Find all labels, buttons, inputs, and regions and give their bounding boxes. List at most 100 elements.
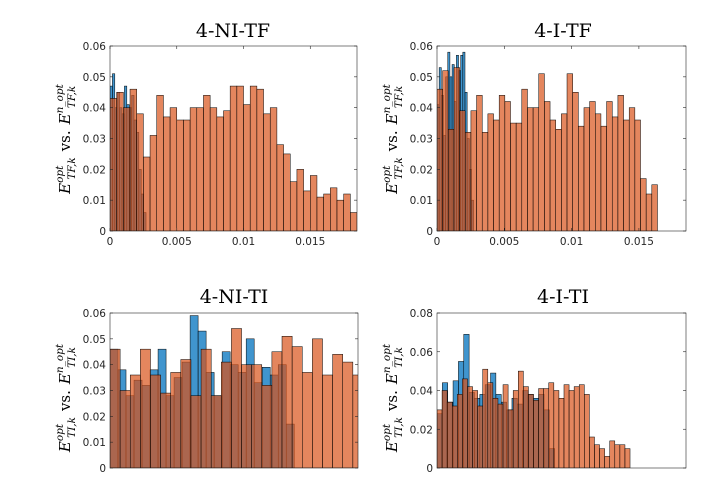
histogram-bar [229,85,238,231]
histogram-bar [442,70,449,231]
histogram-bar [451,405,458,468]
histogram-bar [459,110,466,231]
y-tick-label: 0.01 [83,437,106,449]
histogram-bar [561,113,568,231]
histogram-bar [323,193,331,231]
svg-text:EoptTF,kvs.En_optTF,k: EoptTF,kvs.En_optTF,k [381,83,405,195]
histogram-bar [614,444,621,468]
histogram-bar [203,95,211,231]
histogram-bar [599,448,605,468]
x-tick-label: 0.01 [232,236,255,248]
bars [437,334,631,468]
histogram-bar [528,394,534,468]
y-tick-label: 0.01 [410,195,433,207]
plot-area: 0 0.01 0.02 0.03 0.04 0.05 0.06 [83,308,359,475]
histogram-bar [231,328,242,468]
histogram-bar [566,73,573,231]
histogram-bar [609,440,616,468]
histogram-bar [156,95,164,231]
histogram-bar [487,113,494,231]
x-tick-label: 0 [434,236,441,248]
x-tick-label: 0.01 [560,236,583,248]
histogram-bar [543,388,549,468]
histogram-bar [515,122,523,231]
x-tick-label: 0.015 [624,236,654,248]
panel-title: 4-I-TF [534,20,592,42]
histogram-bar [310,175,318,231]
histogram-bar [645,193,653,231]
y-tick-label: 0.06 [83,41,107,53]
histogram-bar [482,368,489,468]
y-tick-label: 0.02 [410,164,433,176]
histogram-bar [578,125,585,231]
histogram-bar [302,372,313,468]
histogram-bar [281,336,293,468]
histogram-bar [538,388,544,468]
histogram-bar [283,153,291,231]
histogram-bar [589,101,596,231]
y-tick-label: 0.05 [83,334,106,346]
histogram-bar [600,125,607,231]
histogram-bar [548,382,555,468]
histogram-bar [521,88,528,231]
histogram-bar [462,378,468,468]
histogram-bar [502,384,509,468]
histogram-bar [568,390,575,468]
x-tick-label: 0.005 [489,236,519,248]
histogram-bar [487,382,494,468]
histogram-bar [210,395,222,468]
histogram-bar [249,85,258,231]
plot-area: 0 0.01 0.02 0.03 0.04 0.05 0.06 0 0.005 0.01 0.015 [83,41,358,248]
y-tick-label: 0.05 [83,72,106,84]
histogram-bar [465,132,472,231]
plot-area: 0 0.01 0.02 0.03 0.04 0.05 0.06 0 0.005 0.01 0.015 [410,41,687,248]
histogram-bar [223,110,231,231]
histogram-bar [336,199,344,231]
histogram-bar [611,116,619,231]
histogram-bar [437,409,443,468]
histogram-bar [538,73,545,231]
histogram-bar [446,401,453,468]
histogram-bar [176,119,184,231]
panel-4-i-ti: 4-I-TI 0 0.02 0.04 0.06 0.08 EoptTI,kvs.En_o… [381,286,687,475]
histogram-bar [322,374,333,468]
histogram-bar [623,119,630,231]
y-axis-label: EoptTF,kvs.En_optTF,k [381,83,405,195]
x-tick-label: 0.015 [295,236,325,248]
histogram-bar [312,338,323,468]
x-tick-label: 0.005 [162,236,192,248]
y-tick-label: 0.05 [410,72,433,84]
histogram-bar [189,107,198,231]
y-tick-label: 0.03 [83,386,106,398]
panel-4-i-tf: 4-I-TF 0 0.01 0.02 0.03 0.04 0.05 0.06 0 0.005 0.… [381,20,687,248]
histogram-bar [595,113,602,231]
y-axis-label: EoptTI,kvs.En_optTI,k [381,343,405,453]
histogram-bar [437,88,443,231]
histogram-bar [476,95,483,231]
histogram-bar [241,364,252,468]
histogram-bar [291,346,303,468]
histogram-bar [110,98,117,231]
y-tick-label: 0 [426,463,433,475]
histogram-bar [606,101,613,231]
histogram-bar [129,88,137,231]
histogram-bar [504,101,511,231]
y-tick-label: 0.03 [410,134,433,146]
histogram-bar [572,92,579,231]
y-tick-label: 0 [99,463,106,475]
histogram-bar [492,398,499,468]
histogram-bar [269,107,278,231]
y-tick-label: 0.02 [83,411,106,423]
histogram-bar [209,107,218,231]
histogram-bar [169,107,178,231]
histogram-bar [533,399,539,468]
histogram-bar [512,390,519,468]
histogram-bar [276,144,284,231]
histogram-bar [149,135,157,231]
y-tick-label: 0 [426,226,433,238]
y-tick-label: 0.03 [83,134,106,146]
y-tick-label: 0.08 [410,308,433,320]
svg-text:EoptTI,kvs.En_optTI,k: EoptTI,kvs.En_optTI,k [54,343,78,453]
bars [110,73,357,231]
